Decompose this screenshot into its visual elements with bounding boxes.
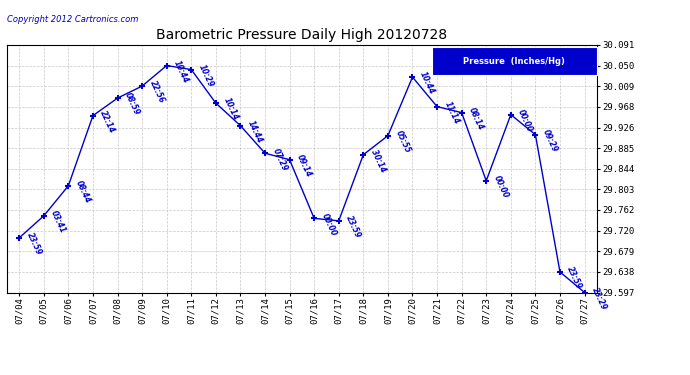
Text: 11:14: 11:14 <box>442 100 461 126</box>
Text: 10:14: 10:14 <box>221 96 239 122</box>
Text: 05:55: 05:55 <box>393 129 412 154</box>
Text: Copyright 2012 Cartronics.com: Copyright 2012 Cartronics.com <box>7 15 138 24</box>
Text: 00:00: 00:00 <box>319 212 338 237</box>
Text: 00:00: 00:00 <box>492 174 510 200</box>
Text: 03:41: 03:41 <box>49 209 68 235</box>
Text: 30:14: 30:14 <box>369 148 387 174</box>
Text: 23:59: 23:59 <box>566 266 584 291</box>
Text: 08:14: 08:14 <box>467 106 486 132</box>
Text: 23:59: 23:59 <box>344 214 363 240</box>
Text: 14:44: 14:44 <box>246 119 264 145</box>
Text: 23:29: 23:29 <box>590 286 609 312</box>
Text: 00:00: 00:00 <box>516 108 535 134</box>
Title: Barometric Pressure Daily High 20120728: Barometric Pressure Daily High 20120728 <box>157 28 447 42</box>
Text: 10:44: 10:44 <box>172 59 190 84</box>
Text: 08:59: 08:59 <box>123 92 141 117</box>
Text: 07:29: 07:29 <box>270 147 289 172</box>
Text: 08:44: 08:44 <box>74 179 92 205</box>
Text: 10:44: 10:44 <box>418 70 436 96</box>
Text: 10:29: 10:29 <box>197 63 215 88</box>
Text: 23:59: 23:59 <box>25 231 43 257</box>
Text: 22:14: 22:14 <box>99 109 117 135</box>
Text: 09:29: 09:29 <box>541 128 560 154</box>
Text: 22:56: 22:56 <box>148 80 166 105</box>
Text: 09:14: 09:14 <box>295 153 313 179</box>
